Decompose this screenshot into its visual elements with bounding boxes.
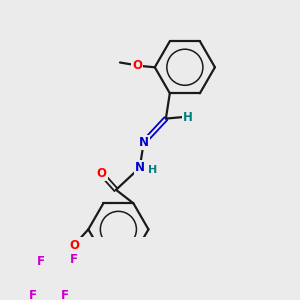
Text: N: N bbox=[135, 161, 145, 174]
Text: O: O bbox=[69, 239, 79, 252]
Text: F: F bbox=[29, 289, 37, 300]
Text: O: O bbox=[132, 59, 142, 72]
Text: H: H bbox=[183, 110, 193, 124]
Text: F: F bbox=[61, 289, 69, 300]
Text: F: F bbox=[70, 253, 78, 266]
Text: O: O bbox=[97, 167, 107, 181]
Text: N: N bbox=[139, 136, 149, 149]
Text: H: H bbox=[148, 165, 157, 175]
Text: F: F bbox=[37, 254, 45, 268]
